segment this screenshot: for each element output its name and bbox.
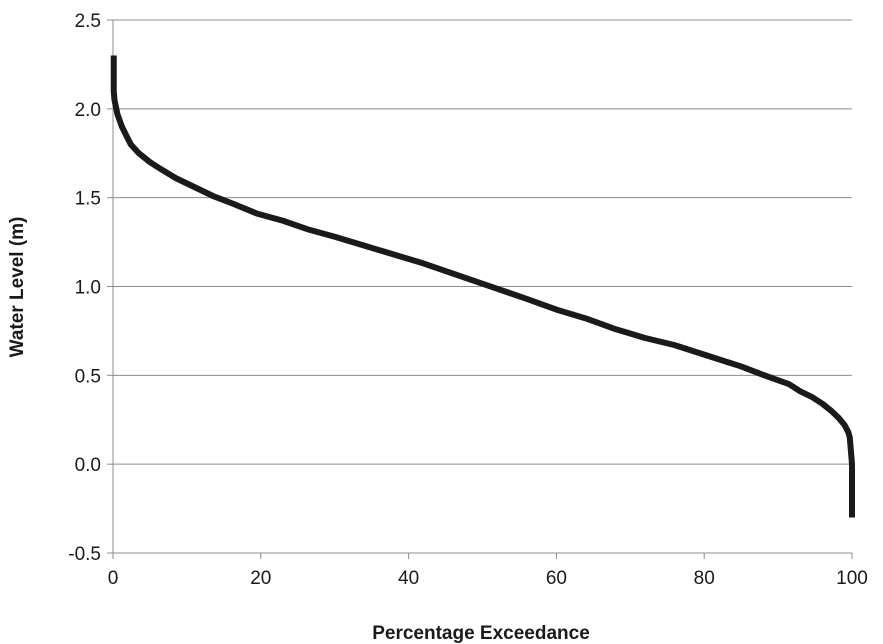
y-axis-title: Water Level (m): [7, 217, 28, 358]
grid-lines: [107, 19, 853, 559]
series-line: [110, 55, 855, 518]
x-tick-label: 60: [546, 568, 567, 589]
x-tick-label: 40: [398, 568, 419, 589]
x-tick-label: 100: [836, 568, 868, 589]
y-tick-label: -0.5: [68, 544, 101, 565]
y-tick-label: 1.5: [75, 189, 101, 210]
y-tick-label: 2.0: [75, 100, 101, 121]
y-tick-label: 0.0: [75, 455, 101, 476]
y-tick-labels: -0.5 0.0 0.5 1.0 1.5 2.0 2.5: [68, 11, 101, 565]
x-axis-title: Percentage Exceedance: [372, 623, 590, 644]
x-tick-label: 80: [694, 568, 715, 589]
axes: [112, 20, 852, 554]
x-tick-label: 20: [250, 568, 271, 589]
y-tick-label: 1.0: [75, 278, 101, 299]
y-tick-label: 0.5: [75, 366, 101, 387]
series: [110, 55, 855, 518]
x-tick-label: 0: [108, 568, 119, 589]
x-tick-labels: 0 20 40 60 80 100: [108, 568, 868, 589]
y-tick-label: 2.5: [75, 11, 101, 32]
